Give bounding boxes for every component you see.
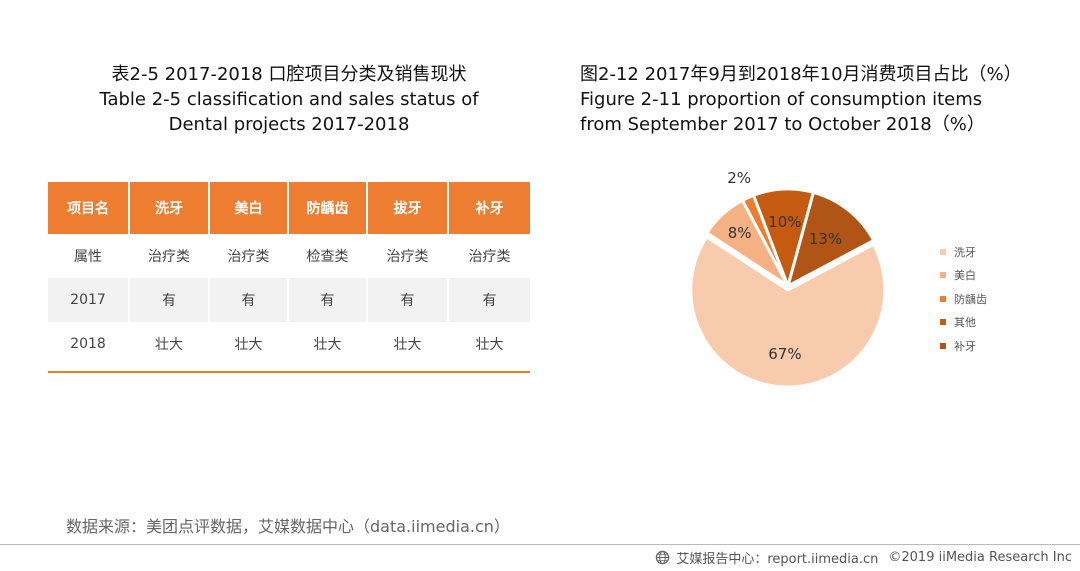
pie-label-美白: 8% <box>728 224 752 242</box>
chart-title-block: 图2-12 2017年9月到2018年10月消费项目占比（%） Figure 2… <box>580 62 1060 137</box>
table-cell: 有 <box>210 278 289 322</box>
table-cell: 有 <box>289 278 368 322</box>
table-cell: 壮大 <box>130 322 210 366</box>
table-cell: 2018 <box>48 322 130 366</box>
legend-label: 洗牙 <box>954 245 976 259</box>
table-header-cell: 防龋齿 <box>289 182 368 234</box>
table-title: 表2-5 2017-2018 口腔项目分类及销售现状 Table 2-5 cla… <box>48 62 530 137</box>
legend-item: 补牙 <box>940 334 987 358</box>
chart-subtitle-line2: from September 2017 to October 2018（%） <box>580 114 985 135</box>
table-header-row: 项目名 洗牙 美白 防龋齿 拔牙 补牙 <box>48 182 530 234</box>
table-cell: 有 <box>368 278 449 322</box>
table-bottom-rule <box>48 371 530 373</box>
legend-swatch <box>940 248 946 255</box>
legend-item: 美白 <box>940 264 987 288</box>
pie-label-洗牙: 67% <box>768 345 801 363</box>
legend-label: 其他 <box>954 316 976 330</box>
legend-label: 美白 <box>954 269 976 283</box>
table-header-cell: 项目名 <box>48 182 130 234</box>
chart-subtitle-line1: Figure 2-11 proportion of consumption it… <box>580 89 983 110</box>
table-row: 属性 治疗类 治疗类 检查类 治疗类 治疗类 <box>48 234 530 278</box>
chart-title: 图2-12 2017年9月到2018年10月消费项目占比（%） <box>580 64 1022 85</box>
table-cell: 有 <box>449 278 530 322</box>
table-header-cell: 补牙 <box>449 182 530 234</box>
table-header-cell: 洗牙 <box>130 182 210 234</box>
table-cell: 属性 <box>48 234 130 278</box>
legend-swatch <box>940 272 946 279</box>
table-cell: 治疗类 <box>210 234 289 278</box>
legend-swatch <box>940 295 946 302</box>
table-cell: 治疗类 <box>368 234 449 278</box>
legend-item: 洗牙 <box>940 240 987 264</box>
footer-divider <box>0 544 1080 545</box>
table-title-en-line1: Table 2-5 classification and sales statu… <box>99 89 479 110</box>
table-cell: 治疗类 <box>130 234 210 278</box>
table-row: 2018 壮大 壮大 壮大 壮大 壮大 <box>48 322 530 366</box>
legend-swatch <box>940 342 946 349</box>
pie-label-防龋齿: 2% <box>727 169 751 187</box>
legend-item: 其他 <box>940 311 987 335</box>
data-source: 数据来源：美团点评数据，艾媒数据中心（data.iimedia.cn） <box>66 517 510 536</box>
table-header-cell: 美白 <box>210 182 289 234</box>
chart-legend: 洗牙美白防龋齿其他补牙 <box>940 240 987 358</box>
footer: 艾媒报告中心：report.iimedia.cn ©2019 iiMedia R… <box>655 548 1072 567</box>
table-cell: 壮大 <box>289 322 368 366</box>
table-cell: 壮大 <box>210 322 289 366</box>
table-cell: 壮大 <box>368 322 449 366</box>
pie-slice-洗牙 <box>689 235 887 389</box>
table-cell: 检查类 <box>289 234 368 278</box>
pie-slice-补牙 <box>786 190 876 288</box>
table-title-cn: 表2-5 2017-2018 口腔项目分类及销售现状 <box>111 64 467 85</box>
legend-label: 补牙 <box>954 339 976 353</box>
legend-item: 防龋齿 <box>940 287 987 311</box>
copyright: ©2019 iiMedia Research Inc <box>888 550 1072 565</box>
dental-projects-table: 项目名 洗牙 美白 防龋齿 拔牙 补牙 属性 治疗类 治疗类 检查类 治疗类 治… <box>48 182 530 366</box>
report-center-link[interactable]: 艾媒报告中心：report.iimedia.cn <box>676 552 879 567</box>
legend-swatch <box>940 319 946 326</box>
table-cell: 有 <box>130 278 210 322</box>
table-cell: 2017 <box>48 278 130 322</box>
legend-label: 防龋齿 <box>954 292 987 306</box>
pie-chart: 67% 8% 2% 10% 13% <box>689 169 887 389</box>
table-row: 2017 有 有 有 有 有 <box>48 278 530 322</box>
table-header-cell: 拔牙 <box>368 182 449 234</box>
globe-icon <box>656 550 670 565</box>
table-cell: 治疗类 <box>468 249 511 265</box>
table-cell: 壮大 <box>475 337 504 353</box>
pie-label-其他: 10% <box>768 213 801 231</box>
table-title-en-line2: Dental projects 2017-2018 <box>168 114 410 135</box>
pie-label-补牙: 13% <box>809 230 842 248</box>
